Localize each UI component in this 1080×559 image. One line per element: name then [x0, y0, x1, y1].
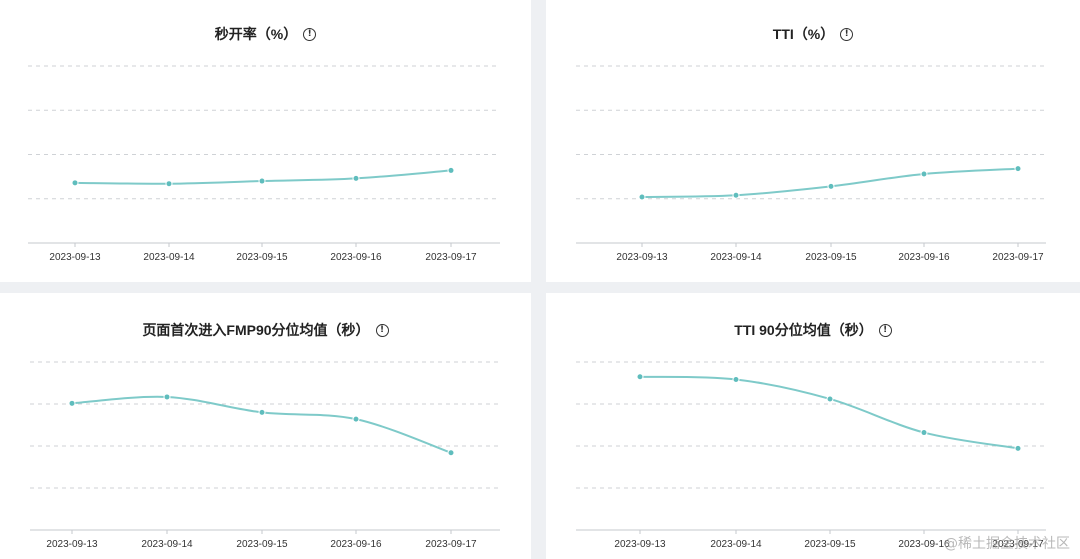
- data-point: [68, 399, 76, 407]
- data-point: [258, 408, 266, 416]
- chart-title-row: 秒开率（%） !: [0, 24, 531, 44]
- info-circle-icon[interactable]: !: [840, 27, 854, 41]
- chart-panel-3: 页面首次进入FMP90分位均值（秒） ! 2023-09-13 2023-09-1…: [0, 293, 531, 559]
- x-tick-label: 2023-09-17: [992, 252, 1044, 263]
- chart-title-row: 页面首次进入FMP90分位均值（秒） !: [0, 320, 531, 340]
- data-point: [165, 180, 173, 188]
- x-tick-label: 2023-09-17: [992, 539, 1044, 550]
- data-point: [920, 429, 928, 437]
- x-tick-label: 2023-09-16: [898, 252, 950, 263]
- chart-svg: 2023-09-13 2023-09-14 2023-09-15 2023-09-16…: [28, 65, 500, 263]
- x-tick-label: 2023-09-15: [805, 252, 857, 263]
- chart-panel-2: TTI（%） ! 2023-09-13 2023-09-14 2023-09-15 2…: [546, 0, 1080, 282]
- x-tick-label: 2023-09-14: [141, 539, 193, 550]
- chart-title-row: TTI 90分位均值（秒） !: [546, 320, 1080, 340]
- data-point: [920, 170, 928, 178]
- data-point: [352, 174, 360, 182]
- data-point: [638, 193, 646, 201]
- x-tick-label: 2023-09-13: [614, 539, 666, 550]
- x-tick-label: 2023-09-17: [425, 252, 477, 263]
- info-circle-icon[interactable]: !: [303, 27, 317, 41]
- chart-svg: 2023-09-13 2023-09-14 2023-09-15 2023-09-16…: [576, 361, 1046, 550]
- chart-title: 秒开率（%）: [214, 26, 298, 42]
- series-line: [639, 375, 1019, 450]
- chart-panel-1: 秒开率（%） ! 2023-09-13 2023-09-14 2023-09-15 2…: [0, 0, 531, 282]
- x-tick-label: 2023-09-15: [236, 539, 288, 550]
- x-tick-label: 2023-09-14: [710, 252, 762, 263]
- data-point: [636, 373, 644, 381]
- chart-title: TTI（%）: [772, 26, 835, 42]
- x-tick-label: 2023-09-16: [898, 539, 950, 550]
- x-tick-label: 2023-09-15: [236, 252, 288, 263]
- series-line: [71, 395, 452, 454]
- x-tick-label: 2023-09-13: [616, 252, 668, 263]
- data-point: [732, 191, 740, 199]
- data-point: [447, 449, 455, 457]
- x-tick-label: 2023-09-17: [425, 539, 477, 550]
- x-tick-label: 2023-09-14: [710, 539, 762, 550]
- info-circle-icon[interactable]: !: [375, 323, 389, 337]
- data-point: [258, 177, 266, 185]
- x-tick-label: 2023-09-13: [49, 252, 101, 263]
- chart-title: TTI 90分位均值（秒）: [734, 322, 873, 338]
- chart-svg: 2023-09-13 2023-09-14 2023-09-15 2023-09-16…: [576, 65, 1046, 263]
- data-point: [71, 179, 79, 187]
- x-tick-label: 2023-09-15: [804, 539, 856, 550]
- data-point: [1014, 444, 1022, 452]
- data-point: [826, 395, 834, 403]
- chart-svg: 2023-09-13 2023-09-14 2023-09-15 2023-09-16…: [30, 361, 500, 550]
- data-point: [1014, 165, 1022, 173]
- chart-title-row: TTI（%） !: [546, 24, 1080, 44]
- x-tick-label: 2023-09-13: [46, 539, 98, 550]
- data-point: [447, 166, 455, 174]
- chart-panel-4: TTI 90分位均值（秒） ! 2023-09-13 2023-09-14 2023…: [546, 293, 1080, 559]
- x-tick-label: 2023-09-16: [330, 252, 382, 263]
- chart-title: 页面首次进入FMP90分位均值（秒）: [142, 322, 370, 338]
- data-point: [163, 393, 171, 401]
- x-tick-label: 2023-09-16: [330, 539, 382, 550]
- data-point: [732, 375, 740, 383]
- info-circle-icon[interactable]: !: [878, 323, 892, 337]
- series-line: [641, 167, 1019, 198]
- x-tick-label: 2023-09-14: [143, 252, 195, 263]
- watermark: @稀土掘金技术社区: [944, 536, 1070, 552]
- data-point: [352, 415, 360, 423]
- data-point: [827, 182, 835, 190]
